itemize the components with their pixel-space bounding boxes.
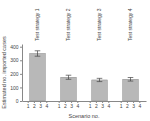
x-tick-label: 2 [33, 103, 36, 109]
y-tick-mark [20, 74, 22, 75]
y-tick-mark [20, 87, 22, 88]
x-sub-axis: 1234 [27, 101, 49, 109]
x-tick: 4 [107, 101, 110, 109]
y-tick-label: 300 [10, 57, 19, 63]
marks [30, 51, 139, 101]
x-tick-label: 1 [89, 103, 92, 109]
x-tick: 4 [45, 101, 48, 109]
y-tick-label: 0 [16, 98, 19, 104]
y-tick-mark [20, 60, 22, 61]
bar [92, 80, 108, 101]
y-axis-title: Estimated no. imported cases [1, 36, 7, 109]
x-sub-axis: 1234 [89, 101, 111, 109]
y-tick: 100 [10, 85, 22, 91]
plot: 01002003004001234123412341234Test strate… [1, 8, 147, 119]
y-tick-label: 100 [10, 85, 19, 91]
x-tick: 4 [76, 101, 79, 109]
x-sub-axis: 1234 [58, 101, 80, 109]
x-axis-title: Scenario no. [69, 113, 100, 119]
y-axis-line [22, 45, 23, 102]
bar [30, 54, 46, 102]
x-tick: 1 [89, 101, 92, 109]
y-axis: 0 100 200 300 400 [10, 44, 22, 104]
x-tick: 3 [70, 101, 73, 109]
bar [61, 77, 77, 101]
x-tick-label: 1 [58, 103, 61, 109]
y-tick-label: 400 [10, 44, 19, 50]
error-bar [66, 75, 72, 79]
x-tick-label: 3 [39, 103, 42, 109]
x-tick: 4 [138, 101, 141, 109]
x-tick: 1 [27, 101, 30, 109]
x-tick: 3 [132, 101, 135, 109]
error-bar [35, 51, 41, 56]
x-tick-label: 1 [120, 103, 123, 109]
chart: 01002003004001234123412341234Test strate… [0, 0, 150, 121]
y-tick: 300 [10, 57, 22, 63]
x-tick-label: 3 [70, 103, 73, 109]
x-tick-label: 1 [27, 103, 30, 109]
x-tick: 1 [120, 101, 123, 109]
y-tick: 0 [16, 98, 22, 104]
x-tick-label: 3 [132, 103, 135, 109]
x-tick-label: 2 [95, 103, 98, 109]
x-tick-label: 4 [138, 103, 141, 109]
y-tick: 400 [10, 44, 22, 50]
x-tick: 2 [33, 101, 36, 109]
x-tick: 2 [95, 101, 98, 109]
x-tick: 3 [101, 101, 104, 109]
x-tick: 3 [39, 101, 42, 109]
bar [123, 79, 139, 101]
group-label: Test strategy 2 [65, 8, 71, 41]
x-tick: 1 [58, 101, 61, 109]
x-tick-label: 4 [107, 103, 110, 109]
y-tick: 200 [10, 71, 22, 77]
group-label: Test strategy 3 [96, 8, 102, 41]
error-bar [128, 78, 134, 82]
y-tick-mark [20, 47, 22, 48]
x-tick-label: 3 [101, 103, 104, 109]
x-sub-axis: 1234 [120, 101, 142, 109]
x-tick: 2 [126, 101, 129, 109]
y-tick-label: 200 [10, 71, 19, 77]
x-tick: 2 [64, 101, 67, 109]
error-bar [97, 78, 103, 81]
y-tick-mark [20, 101, 22, 102]
group-label: Test strategy 1 [34, 8, 40, 41]
x-tick-label: 2 [126, 103, 129, 109]
x-tick-label: 4 [76, 103, 79, 109]
x-tick-label: 2 [64, 103, 67, 109]
x-tick-label: 4 [45, 103, 48, 109]
group-label: Test strategy 4 [127, 8, 133, 41]
